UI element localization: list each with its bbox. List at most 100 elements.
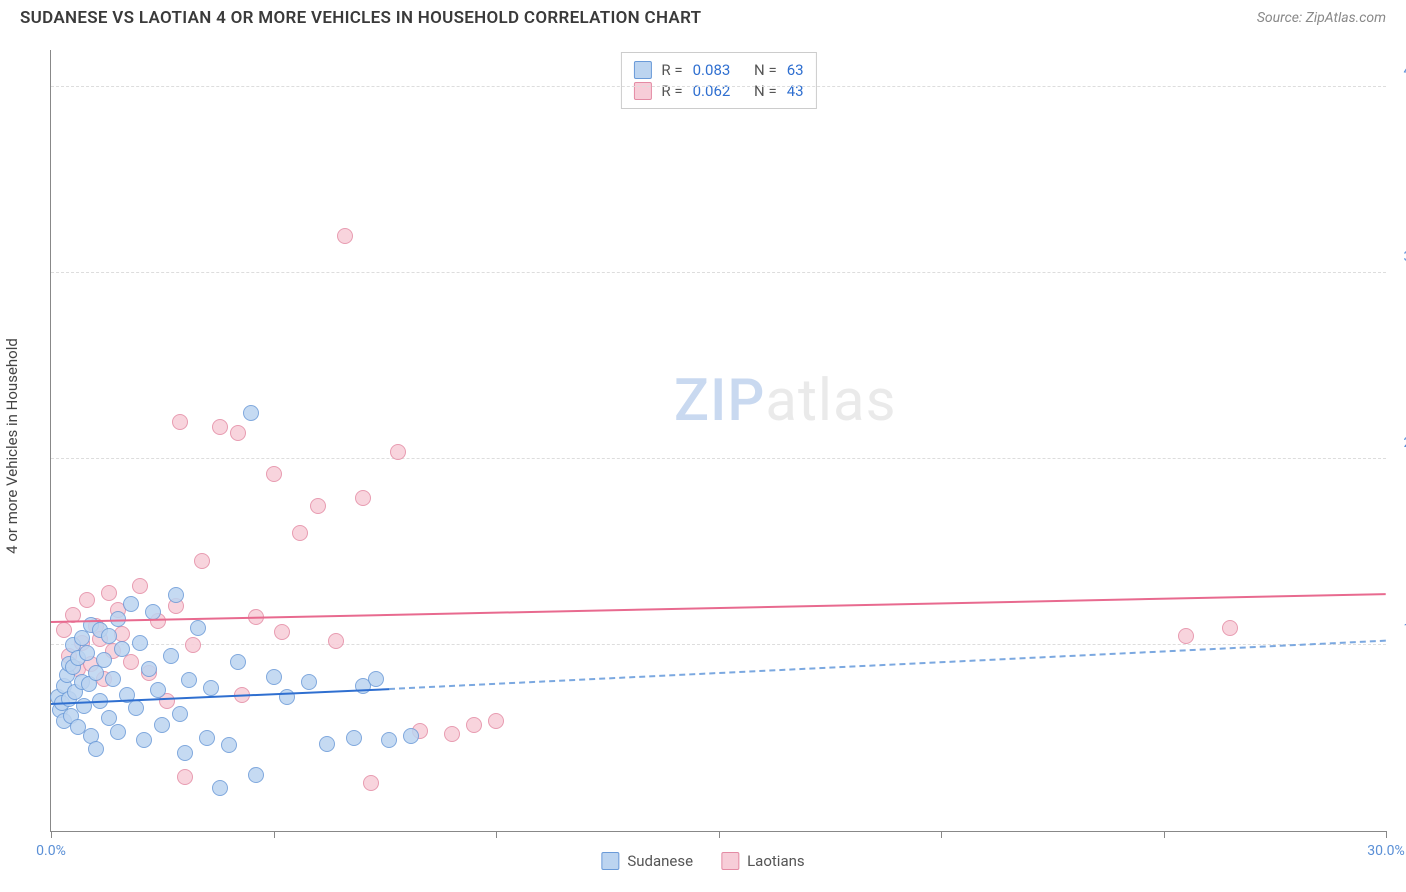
sudanese-point — [128, 700, 144, 716]
gridline — [51, 86, 1386, 87]
source-label: Source: ZipAtlas.com — [1257, 10, 1386, 26]
sudanese-point — [243, 405, 259, 421]
laotians-point — [390, 444, 406, 460]
trend-line — [51, 593, 1386, 623]
watermark: ZIPatlas — [674, 367, 897, 435]
laotians-point — [363, 775, 379, 791]
chart-title: SUDANESE VS LAOTIAN 4 OR MORE VEHICLES I… — [20, 8, 701, 28]
stats-row-sudanese: R = 0.083 N = 63 — [633, 61, 803, 79]
sudanese-point — [203, 680, 219, 696]
legend-label: Laotians — [747, 852, 805, 870]
sudanese-point — [154, 717, 170, 733]
sudanese-point — [181, 672, 197, 688]
sudanese-point — [114, 641, 130, 657]
sudanese-point — [150, 682, 166, 698]
laotians-point — [488, 713, 504, 729]
sudanese-point — [212, 780, 228, 796]
laotians-point — [194, 553, 210, 569]
sudanese-point — [168, 587, 184, 603]
sudanese-point — [123, 596, 139, 612]
sudanese-point — [110, 724, 126, 740]
scatter-chart: ZIPatlas R = 0.083 N = 63 R = 0.062 N = … — [50, 50, 1386, 832]
sudanese-point — [248, 767, 264, 783]
n-label: N = — [754, 61, 777, 79]
laotians-point — [185, 637, 201, 653]
gridline — [51, 644, 1386, 645]
r-label: R = — [661, 61, 682, 79]
r-value: 0.062 — [693, 82, 731, 100]
sudanese-point — [221, 737, 237, 753]
xtick — [51, 831, 52, 838]
laotians-point — [1222, 620, 1238, 636]
laotians-point — [466, 717, 482, 733]
laotians-swatch — [721, 852, 739, 870]
laotians-point — [328, 633, 344, 649]
xtick — [274, 831, 275, 838]
trend-line — [389, 639, 1386, 689]
laotians-point — [355, 490, 371, 506]
sudanese-point — [136, 732, 152, 748]
n-label: N = — [754, 82, 777, 100]
laotians-point — [212, 419, 228, 435]
legend-item-laotians: Laotians — [721, 852, 805, 870]
laotians-point — [337, 228, 353, 244]
n-value: 43 — [787, 82, 804, 100]
laotians-point — [123, 654, 139, 670]
sudanese-point — [88, 741, 104, 757]
series-legend: Sudanese Laotians — [601, 852, 804, 870]
xtick — [941, 831, 942, 838]
gridline — [51, 272, 1386, 273]
sudanese-point — [190, 620, 206, 636]
sudanese-point — [101, 628, 117, 644]
laotians-point — [444, 726, 460, 742]
xtick — [719, 831, 720, 838]
sudanese-point — [105, 671, 121, 687]
laotians-point — [310, 498, 326, 514]
sudanese-point — [199, 730, 215, 746]
laotians-point — [274, 624, 290, 640]
xtick — [1386, 831, 1387, 838]
r-label: R = — [661, 82, 682, 100]
sudanese-point — [177, 745, 193, 761]
stats-legend: R = 0.083 N = 63 R = 0.062 N = 43 — [620, 52, 816, 109]
sudanese-point — [101, 710, 117, 726]
legend-label: Sudanese — [627, 852, 693, 870]
sudanese-swatch — [633, 61, 651, 79]
laotians-swatch — [633, 82, 651, 100]
sudanese-point — [172, 706, 188, 722]
sudanese-point — [403, 728, 419, 744]
stats-row-laotians: R = 0.062 N = 43 — [633, 82, 803, 100]
laotians-point — [1178, 628, 1194, 644]
sudanese-point — [368, 671, 384, 687]
sudanese-point — [266, 669, 282, 685]
watermark-zip: ZIP — [674, 367, 765, 435]
xtick — [496, 831, 497, 838]
sudanese-point — [96, 652, 112, 668]
xtick-label: 30.0% — [1367, 843, 1405, 859]
laotians-point — [177, 769, 193, 785]
r-value: 0.083 — [693, 61, 731, 79]
sudanese-point — [79, 645, 95, 661]
sudanese-point — [163, 648, 179, 664]
laotians-point — [132, 578, 148, 594]
sudanese-point — [132, 635, 148, 651]
sudanese-point — [319, 736, 335, 752]
laotians-point — [292, 525, 308, 541]
xtick-label: 0.0% — [36, 843, 66, 859]
sudanese-point — [381, 732, 397, 748]
sudanese-point — [230, 654, 246, 670]
laotians-point — [101, 585, 117, 601]
gridline — [51, 458, 1386, 459]
sudanese-point — [346, 730, 362, 746]
xtick — [1164, 831, 1165, 838]
laotians-point — [230, 425, 246, 441]
laotians-point — [172, 414, 188, 430]
laotians-point — [266, 466, 282, 482]
sudanese-point — [141, 661, 157, 677]
sudanese-point — [301, 674, 317, 690]
sudanese-swatch — [601, 852, 619, 870]
sudanese-point — [145, 604, 161, 620]
legend-item-sudanese: Sudanese — [601, 852, 693, 870]
watermark-atlas: atlas — [765, 367, 896, 435]
laotians-point — [56, 622, 72, 638]
